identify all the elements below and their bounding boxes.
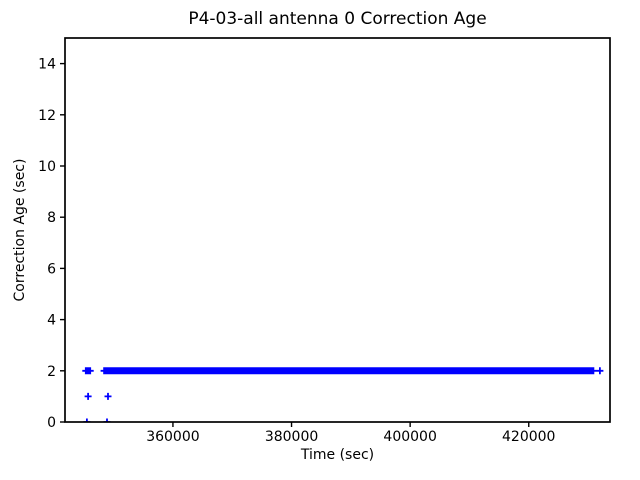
y-tick-label: 12 <box>38 108 56 124</box>
y-tick-label: 14 <box>38 57 56 73</box>
chart-title: P4-03-all antenna 0 Correction Age <box>188 9 487 29</box>
y-tick-label: 10 <box>38 159 56 175</box>
x-tick-label: 360000 <box>146 429 199 445</box>
y-tick-label: 6 <box>47 261 56 277</box>
y-tick-label: 0 <box>47 415 56 431</box>
scatter-markers <box>82 367 604 422</box>
x-axis-label: Time (sec) <box>300 447 375 463</box>
x-tick-label: 400000 <box>383 429 436 445</box>
y-tick-label: 8 <box>47 210 56 226</box>
x-tick-label: 420000 <box>502 429 555 445</box>
axes-frame <box>64 37 611 423</box>
y-axis-label: Correction Age (sec) <box>12 158 28 302</box>
x-tick-label: 380000 <box>265 429 318 445</box>
y-tick-label: 4 <box>47 313 56 329</box>
y-tick-label: 2 <box>47 364 56 380</box>
